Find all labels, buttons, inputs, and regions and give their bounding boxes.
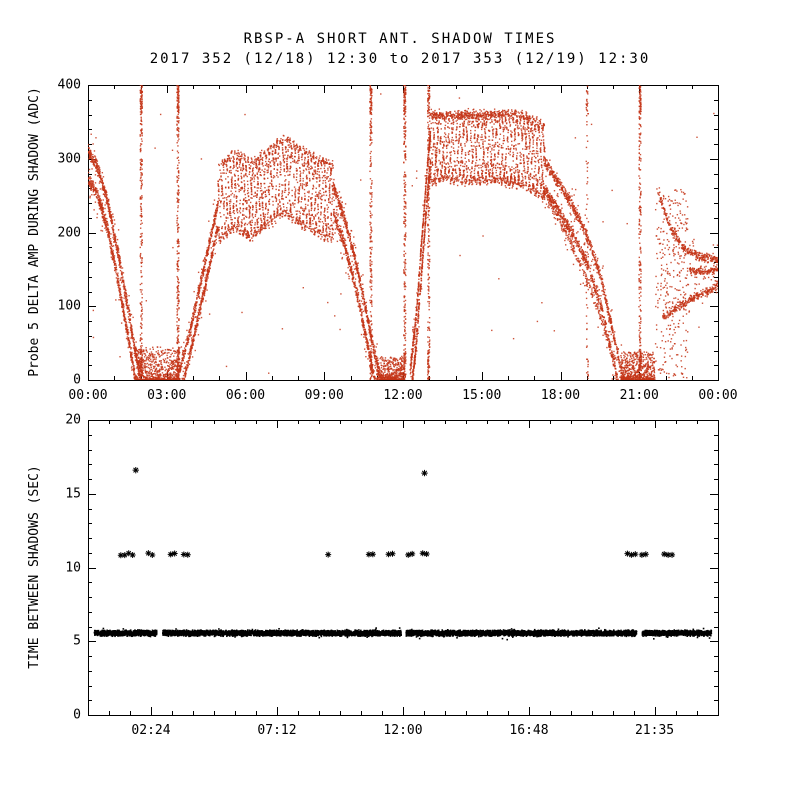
- x-tick-label: 12:00: [383, 723, 423, 738]
- x-tick-label: 21:00: [619, 388, 659, 403]
- y-tick-label: 10: [65, 560, 81, 575]
- x-tick-label: 18:00: [540, 388, 581, 403]
- x-tick-label: 21:35: [634, 723, 675, 738]
- y-tick-label: 15: [65, 486, 81, 502]
- y-tick-label: 400: [57, 77, 81, 93]
- y-tick-label: 20: [65, 412, 81, 428]
- y-tick-label: 5: [73, 633, 81, 649]
- x-tick-label: 00:00: [698, 388, 738, 403]
- y-tick-label: 0: [73, 707, 81, 723]
- x-tick-label: 12:00: [383, 388, 423, 403]
- y-tick-label: 300: [57, 151, 81, 167]
- x-tick-label: 03:00: [147, 388, 187, 403]
- y-tick-label: 100: [57, 298, 81, 314]
- x-tick-label: 07:12: [257, 723, 297, 738]
- x-tick-label: 06:00: [225, 388, 266, 403]
- x-tick-label: 09:00: [304, 388, 344, 403]
- y-tick-label: 0: [73, 372, 81, 388]
- x-tick-label: 15:00: [462, 388, 502, 403]
- x-tick-label: 00:00: [68, 388, 108, 403]
- y-tick-label: 200: [57, 225, 81, 240]
- x-tick-label: 16:48: [509, 723, 549, 738]
- x-tick-label: 02:24: [131, 723, 171, 738]
